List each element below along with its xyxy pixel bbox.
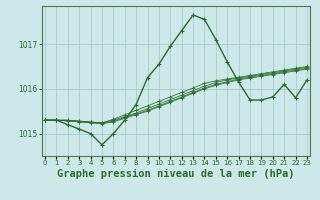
X-axis label: Graphe pression niveau de la mer (hPa): Graphe pression niveau de la mer (hPa) [57, 169, 295, 179]
